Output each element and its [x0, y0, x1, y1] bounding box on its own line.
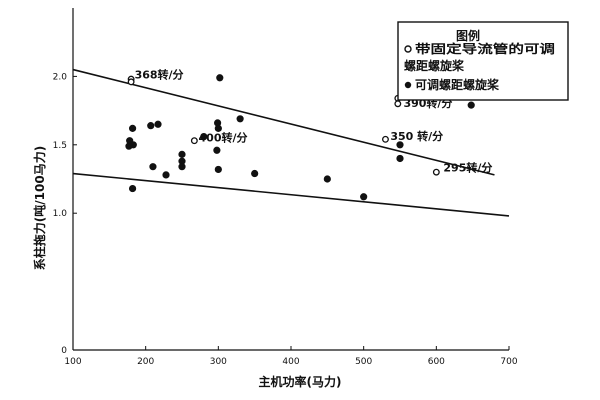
- data-point-filled: [162, 171, 170, 179]
- x-ticks: 100 200 300 400 500 600 700: [64, 346, 518, 367]
- data-point-filled: [213, 146, 221, 154]
- x-tick-label: 200: [137, 357, 154, 367]
- x-axis-title: 主机功率(马力): [259, 374, 342, 389]
- data-point-filled: [149, 163, 157, 171]
- annotation-label: 368转/分: [135, 67, 184, 81]
- data-point-open: [394, 100, 402, 108]
- data-point-open: [127, 78, 135, 86]
- annotation-label: 400转/分: [199, 130, 248, 144]
- annotation-label: 350 转/分: [390, 129, 443, 143]
- legend-marker-open: [404, 45, 412, 53]
- data-point-filled: [214, 165, 222, 174]
- data-point-filled: [396, 154, 404, 163]
- data-point-filled: [467, 101, 475, 109]
- data-point-filled: [323, 175, 331, 183]
- legend-title: 图例: [456, 28, 480, 43]
- data-point-open: [382, 135, 389, 143]
- data-point-filled: [360, 193, 368, 201]
- y-tick-label: 1.5: [53, 141, 67, 151]
- trend-line: [72, 172, 510, 217]
- data-point-filled: [125, 142, 133, 150]
- annotation-label: 295转/分: [443, 160, 492, 174]
- data-point-filled: [178, 150, 186, 158]
- trend-lines: [72, 68, 510, 217]
- data-point-filled: [216, 74, 224, 82]
- y-tick-label: 2.0: [53, 72, 68, 82]
- data-point-filled: [128, 124, 137, 132]
- data-point-filled: [251, 169, 259, 178]
- legend-marker-filled: [404, 81, 412, 89]
- legend-box: [397, 21, 569, 101]
- data-point-filled: [128, 184, 137, 193]
- legend: 图例 带固定导流管的可调 螺距螺旋桨 可调螺距螺旋桨: [397, 21, 569, 101]
- x-tick-label: 100: [64, 357, 81, 367]
- y-axis-title: 系柱拖力(吨/100马力): [32, 146, 47, 270]
- data-point-filled: [396, 141, 404, 149]
- x-tick-label: 500: [355, 357, 372, 367]
- x-tick-label: 600: [428, 357, 445, 367]
- legend-entry-open-line1: 带固定导流管的可调: [415, 41, 555, 56]
- data-point-filled: [147, 122, 155, 130]
- data-point-filled: [236, 115, 244, 123]
- y-tick-label: 1.0: [53, 209, 68, 219]
- x-tick-label: 400: [282, 357, 299, 367]
- data-point-open: [432, 168, 440, 176]
- x-tick-label: 700: [500, 357, 517, 367]
- data-point-open: [190, 137, 198, 145]
- data-point-filled: [200, 132, 208, 141]
- legend-entry-filled: 可调螺距螺旋桨: [415, 77, 500, 92]
- data-points: [125, 74, 475, 201]
- data-point-filled: [178, 163, 186, 171]
- legend-entry-open-line2: 螺距螺旋桨: [404, 58, 465, 73]
- y-ticks: 0 1.0 1.5 2.0: [53, 72, 77, 356]
- data-point-filled: [214, 124, 222, 132]
- trend-line: [72, 68, 495, 176]
- data-point-filled: [154, 120, 162, 128]
- x-tick-label: 300: [210, 357, 227, 367]
- y-tick-label: 0: [61, 346, 67, 356]
